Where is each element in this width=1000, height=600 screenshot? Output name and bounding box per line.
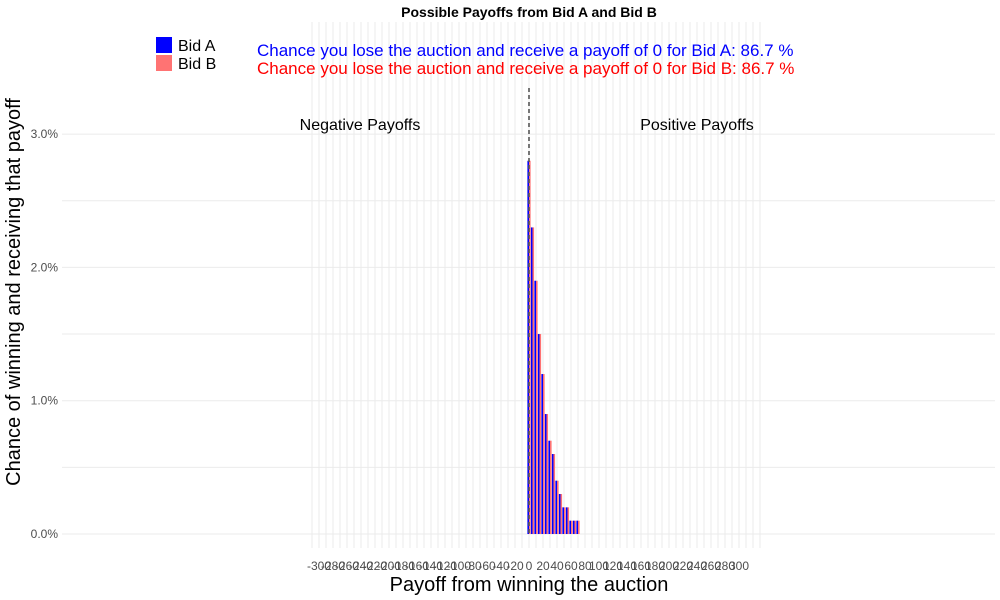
bar-bid-a: [576, 520, 578, 534]
bar-bid-a: [548, 440, 550, 534]
x-tick-label: -20: [506, 559, 524, 573]
bar-bid-b: [532, 227, 535, 534]
bar-bid-a: [541, 374, 543, 534]
bar-bid-a: [544, 414, 547, 534]
x-tick-label: -40: [492, 559, 510, 573]
positive-payoffs-label: Positive Payoffs: [640, 117, 754, 134]
bar-bid-a: [569, 520, 571, 534]
bar-bid-b: [543, 374, 545, 534]
bar-bid-b: [574, 520, 577, 534]
x-tick-label: 220: [673, 559, 693, 573]
bar-bid-a: [537, 334, 540, 534]
x-tick-label: 100: [589, 559, 609, 573]
x-tick-label: -180: [391, 559, 415, 573]
y-tick-label: 3.0%: [31, 127, 59, 141]
x-tick-label: 0: [526, 559, 533, 573]
x-tick-label: 80: [578, 559, 592, 573]
x-tick-labels: -300-280-260-240-220-200-180-160-140-120…: [307, 559, 749, 573]
bar-bid-a: [558, 494, 561, 534]
x-tick-label: -280: [321, 559, 345, 573]
bar-bid-b: [578, 520, 580, 534]
legend-swatch-bid-b: [156, 55, 172, 71]
lose-chance-bid-b: Chance you lose the auction and receive …: [257, 59, 794, 78]
x-tick-label: 240: [687, 559, 707, 573]
bar-bid-b: [553, 454, 556, 534]
bar-bid-a: [565, 507, 568, 534]
x-tick-label: -240: [349, 559, 373, 573]
x-tick-label: 280: [715, 559, 735, 573]
bars: [527, 160, 580, 534]
chart-title: Possible Payoffs from Bid A and Bid B: [401, 4, 657, 20]
bar-bid-a: [534, 280, 536, 534]
y-tick-labels: 0.0% 1.0% 2.0% 3.0%: [31, 127, 59, 541]
bar-bid-b: [564, 507, 566, 534]
grid: [62, 22, 995, 548]
x-tick-label: 260: [701, 559, 721, 573]
x-tick-label: -160: [405, 559, 429, 573]
bar-bid-b: [571, 520, 573, 534]
bar-bid-a: [551, 454, 554, 534]
y-tick-label: 0.0%: [31, 527, 59, 541]
y-axis-title: Chance of winning and receiving that pay…: [3, 98, 25, 486]
x-tick-label: 200: [659, 559, 679, 573]
x-tick-label: 60: [564, 559, 578, 573]
x-tick-label: -220: [363, 559, 387, 573]
x-tick-label: 180: [645, 559, 665, 573]
x-tick-label: -120: [433, 559, 457, 573]
x-tick-label: 160: [631, 559, 651, 573]
bar-bid-a: [572, 520, 575, 534]
x-tick-label: -100: [447, 559, 471, 573]
bar-bid-b: [550, 440, 552, 534]
negative-payoffs-label: Negative Payoffs: [300, 117, 421, 134]
bar-bid-a: [555, 480, 557, 534]
y-tick-label: 2.0%: [31, 260, 59, 274]
x-tick-label: -140: [419, 559, 443, 573]
legend-swatch-bid-a: [156, 37, 172, 53]
lose-chance-bid-a: Chance you lose the auction and receive …: [257, 41, 793, 60]
bar-bid-b: [536, 280, 538, 534]
y-tick-label: 1.0%: [31, 394, 59, 408]
x-tick-label: 20: [536, 559, 550, 573]
legend-label-bid-b: Bid B: [178, 56, 216, 73]
bar-bid-a: [562, 507, 564, 534]
x-tick-label: -200: [377, 559, 401, 573]
bar-bid-b: [539, 334, 542, 534]
x-tick-label: 140: [617, 559, 637, 573]
x-tick-label: 300: [729, 559, 749, 573]
x-axis-title: Payoff from winning the auction: [390, 574, 669, 596]
x-tick-label: -300: [307, 559, 331, 573]
bar-bid-b: [546, 414, 549, 534]
bar-bid-b: [557, 480, 559, 534]
x-tick-label: 40: [550, 559, 564, 573]
x-tick-label: -60: [478, 559, 496, 573]
bar-bid-a: [530, 227, 533, 534]
x-tick-label: -260: [335, 559, 359, 573]
x-tick-label: -80: [464, 559, 482, 573]
legend-label-bid-a: Bid A: [178, 38, 216, 55]
x-tick-label: 120: [603, 559, 623, 573]
bar-bid-b: [560, 494, 563, 534]
legend: Bid A Bid B: [156, 37, 216, 73]
bar-bid-b: [567, 507, 570, 534]
